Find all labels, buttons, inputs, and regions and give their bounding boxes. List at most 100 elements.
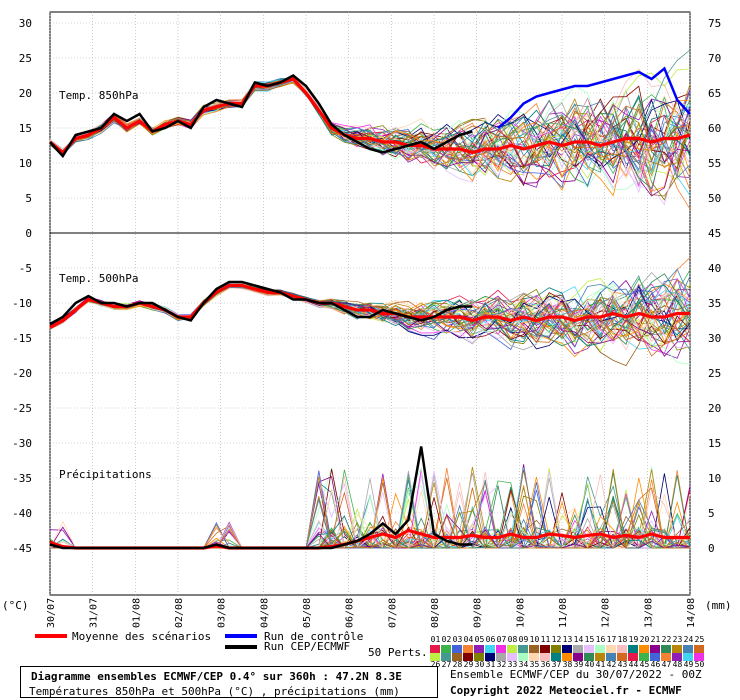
pert-number: 21 [650, 635, 661, 644]
legend-mean-swatch [35, 634, 67, 638]
pert-number: 13 [562, 635, 573, 644]
pert-number: 01 [430, 635, 441, 644]
y-left-tick-label: 30 [19, 17, 32, 30]
y-left-tick-label: -30 [12, 437, 32, 450]
series-line-t850 [49, 73, 473, 159]
pert-swatch [628, 645, 638, 653]
pert-swatch [551, 653, 561, 661]
y-right-tick-label: 10 [708, 472, 721, 485]
pert-number: 49 [683, 660, 694, 669]
pert-swatch [474, 645, 484, 653]
legend-control-label: Run de contrôle [264, 630, 364, 643]
y-left-tick-label: -45 [12, 542, 32, 555]
pert-number: 33 [507, 660, 518, 669]
pert-swatch [584, 653, 594, 661]
pert-number: 10 [529, 635, 540, 644]
pert-swatch [507, 645, 517, 653]
pert-swatch [661, 653, 671, 661]
pert-number: 26 [430, 660, 441, 669]
pert-swatch [628, 653, 638, 661]
y-left-tick-label: 20 [19, 87, 32, 100]
pert-number: 37 [551, 660, 562, 669]
pert-number: 14 [573, 635, 584, 644]
main-series [48, 66, 691, 550]
pert-swatch [595, 645, 605, 653]
pert-swatch [650, 653, 660, 661]
pert-number: 30 [474, 660, 485, 669]
pert-number: 35 [529, 660, 540, 669]
label-t500: Temp. 500hPa [59, 272, 138, 285]
pert-swatch [672, 653, 682, 661]
pert-number: 11 [540, 635, 551, 644]
y-right-tick-label: 0 [708, 542, 715, 555]
x-date-label: 05/08 [302, 598, 313, 628]
y-left-tick-label: -10 [12, 297, 32, 310]
pert-swatch [441, 653, 451, 661]
y-left-tick-label: -15 [12, 332, 32, 345]
y-right-tick-label: 70 [708, 52, 721, 65]
pert-number: 03 [452, 635, 463, 644]
y-right-tick-label: 60 [708, 122, 721, 135]
x-date-label: 31/07 [89, 598, 100, 628]
y-right-unit: (mm) [705, 599, 732, 612]
credit-run: Ensemble ECMWF/CEP du 30/07/2022 - 00Z [450, 668, 702, 681]
pert-number: 34 [518, 660, 529, 669]
y-left-tick-label: -5 [19, 262, 32, 275]
pert-number: 23 [672, 635, 683, 644]
pert-swatch [683, 645, 693, 653]
pert-swatch [595, 653, 605, 661]
pert-swatch [573, 645, 583, 653]
pert-swatch [639, 645, 649, 653]
pert-swatch [441, 645, 451, 653]
pert-swatch [529, 653, 539, 661]
pert-number: 12 [551, 635, 562, 644]
pert-number: 24 [683, 635, 694, 644]
y-right-tick-label: 35 [708, 297, 721, 310]
pert-number: 44 [628, 660, 639, 669]
x-date-label: 10/08 [515, 598, 526, 628]
pert-swatch [661, 645, 671, 653]
pert-swatch [452, 645, 462, 653]
y-left-tick-label: -25 [12, 402, 32, 415]
pert-number: 22 [661, 635, 672, 644]
x-date-label: 01/08 [131, 598, 142, 628]
pert-swatch [606, 653, 616, 661]
series-line-t500 [49, 283, 690, 329]
pert-number: 18 [617, 635, 628, 644]
y-right-tick-label: 75 [708, 17, 721, 30]
pert-swatch [507, 653, 517, 661]
x-date-label: 13/08 [643, 598, 654, 628]
legend-cep-swatch [225, 645, 257, 649]
pert-number: 05 [474, 635, 485, 644]
x-date-label: 07/08 [387, 598, 398, 628]
series-line-t500 [49, 280, 473, 326]
pert-number: 28 [452, 660, 463, 669]
y-right-tick-label: 20 [708, 402, 721, 415]
pert-swatch [430, 653, 440, 661]
pert-number: 31 [485, 660, 496, 669]
series-line-t850 [497, 66, 691, 129]
legend-perts-label: 50 Perts. [368, 646, 428, 659]
pert-number: 17 [606, 635, 617, 644]
pert-number: 48 [672, 660, 683, 669]
x-date-label: 08/08 [430, 598, 441, 628]
pert-number: 39 [573, 660, 584, 669]
pert-number: 36 [540, 660, 551, 669]
pert-number: 29 [463, 660, 474, 669]
label-t850: Temp. 850hPa [59, 89, 138, 102]
pert-swatch [672, 645, 682, 653]
y-right-tick-label: 5 [708, 507, 715, 520]
footer-subtitle: Températures 850hPa et 500hPa (°C) , pré… [29, 685, 400, 698]
pert-swatch [485, 653, 495, 661]
pert-swatch [474, 653, 484, 661]
pert-number: 25 [694, 635, 705, 644]
pert-number: 41 [595, 660, 606, 669]
pert-swatch [540, 653, 550, 661]
series-line-precip [49, 446, 473, 550]
y-left-tick-label: 0 [25, 227, 32, 240]
y-right-tick-label: 15 [708, 437, 721, 450]
pert-swatch [617, 653, 627, 661]
legend-cep-label: Run CEP/ECMWF [264, 640, 351, 653]
pert-swatch [683, 653, 693, 661]
